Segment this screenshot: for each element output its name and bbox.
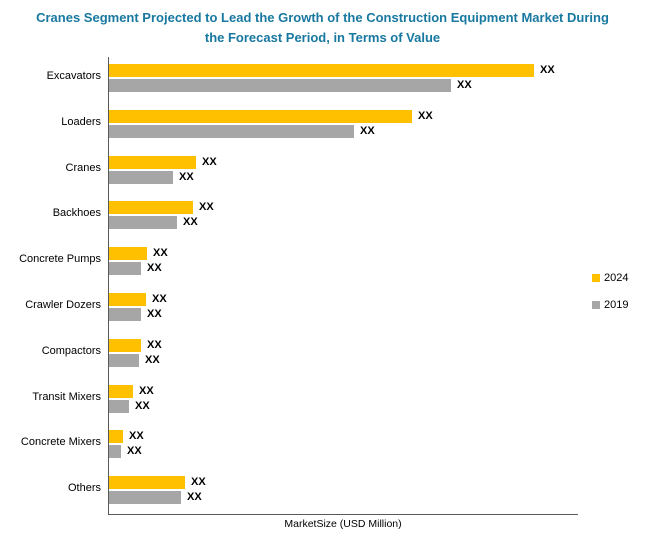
category-row: Concrete Pumps XX XX bbox=[19, 240, 578, 286]
bar-value-label: XX bbox=[183, 216, 198, 229]
bar-value-label: XX bbox=[147, 308, 162, 320]
bar-2024 bbox=[109, 109, 412, 123]
bar-value-label: XX bbox=[202, 155, 217, 168]
bar-value-label: XX bbox=[147, 338, 162, 351]
bar-value-label: XX bbox=[179, 170, 194, 183]
category-label: Crawler Dozers bbox=[25, 299, 101, 311]
legend-item-2024: 2024 bbox=[592, 272, 628, 284]
bar-value-label: XX bbox=[457, 79, 472, 91]
bar-value-label: XX bbox=[129, 430, 144, 443]
bar-2019 bbox=[109, 353, 139, 367]
category-label: Backhoes bbox=[52, 207, 101, 220]
category-row: Backhoes XX XX bbox=[53, 194, 578, 240]
bar-value-label: XX bbox=[360, 124, 375, 137]
bar-value-label: XX bbox=[152, 293, 167, 305]
category-label: Others bbox=[67, 482, 101, 495]
category-row: Others XX XX bbox=[68, 469, 578, 515]
category-row: Compactors XX XX bbox=[42, 332, 578, 378]
chart-title: Cranes Segment Projected to Lead the Gro… bbox=[0, 8, 645, 48]
plot-area: Excavators XX XX Loaders XX XX Cranes XX XX Backh… bbox=[19, 57, 578, 515]
chart-title-line1: Cranes Segment Projected to Lead the Gro… bbox=[36, 10, 609, 25]
bar-value-label: XX bbox=[187, 491, 202, 504]
bar-value-label: XX bbox=[191, 476, 206, 489]
bar-2024 bbox=[109, 338, 141, 352]
category-label: Concrete Pumps bbox=[19, 253, 101, 266]
category-row: Excavators XX XX bbox=[47, 57, 578, 103]
legend-swatch-icon bbox=[592, 301, 600, 309]
bar-2024 bbox=[109, 384, 133, 398]
bar-2024 bbox=[109, 293, 146, 306]
bar-value-label: XX bbox=[127, 445, 142, 458]
legend-item-2019: 2019 bbox=[592, 299, 628, 311]
bar-value-label: XX bbox=[153, 247, 168, 260]
bar-2019 bbox=[109, 170, 173, 184]
x-axis-label: MarketSize (USD Million) bbox=[284, 518, 402, 530]
category-row: Concrete Mixers XX XX bbox=[21, 423, 578, 469]
category-label: Transit Mixers bbox=[32, 390, 101, 403]
category-label: Cranes bbox=[65, 161, 101, 174]
bar-2019 bbox=[109, 308, 141, 321]
bar-value-label: XX bbox=[418, 109, 433, 122]
category-label: Compactors bbox=[41, 344, 101, 357]
bar-2024 bbox=[109, 155, 196, 169]
bar-value-label: XX bbox=[139, 384, 154, 397]
bar-2019 bbox=[109, 399, 129, 413]
bar-2019 bbox=[109, 79, 451, 92]
bar-value-label: XX bbox=[540, 64, 555, 76]
bar-2024 bbox=[109, 430, 123, 444]
category-label: Excavators bbox=[46, 70, 101, 82]
bar-2019 bbox=[109, 216, 177, 230]
bar-2024 bbox=[109, 247, 147, 261]
category-label: Concrete Mixers bbox=[20, 436, 101, 449]
chart-title-line2: the Forecast Period, in Terms of Value bbox=[204, 30, 441, 45]
bar-value-label: XX bbox=[199, 201, 214, 214]
category-row: Loaders XX XX bbox=[61, 103, 578, 149]
category-row: Cranes XX XX bbox=[66, 149, 578, 195]
legend-label: 2019 bbox=[604, 299, 629, 311]
bar-value-label: XX bbox=[147, 262, 162, 275]
bar-2024 bbox=[109, 64, 534, 77]
bar-value-label: XX bbox=[135, 399, 150, 412]
legend-swatch-icon bbox=[592, 274, 600, 282]
category-label: Loaders bbox=[61, 115, 101, 128]
legend-label: 2024 bbox=[604, 272, 629, 284]
bar-2019 bbox=[109, 445, 121, 459]
bar-2019 bbox=[109, 491, 181, 505]
bar-2019 bbox=[109, 262, 141, 276]
bar-2024 bbox=[109, 476, 185, 490]
legend: 2024 2019 bbox=[592, 272, 628, 326]
bar-2019 bbox=[109, 124, 354, 138]
bar-2024 bbox=[109, 201, 193, 215]
category-row: Crawler Dozers XX XX bbox=[25, 286, 578, 332]
category-row: Transit Mixers XX XX bbox=[32, 378, 578, 424]
bar-value-label: XX bbox=[145, 353, 160, 366]
